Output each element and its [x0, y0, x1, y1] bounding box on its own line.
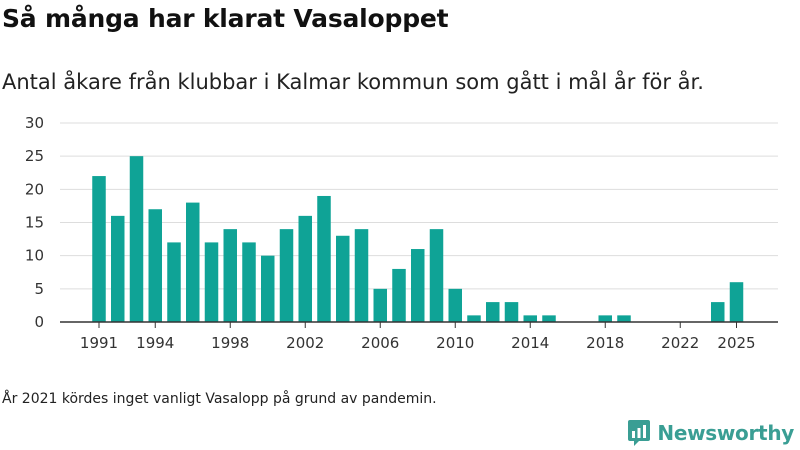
bar-2019 — [617, 315, 631, 322]
x-tick-label: 1994 — [136, 334, 174, 352]
footnote: År 2021 kördes inget vanligt Vasalopp på… — [2, 391, 437, 407]
bar-1991 — [92, 176, 106, 322]
y-tick-label: 0 — [34, 313, 44, 331]
bar-2005 — [354, 229, 369, 322]
brand-name: Newsworthy — [657, 421, 794, 445]
bar-2013 — [504, 302, 519, 322]
bars — [92, 156, 744, 322]
y-tick-label: 30 — [25, 114, 44, 132]
y-tick-label: 20 — [25, 180, 44, 198]
bar-2010 — [448, 288, 462, 322]
bar-2014 — [523, 315, 537, 322]
bar-1997 — [204, 242, 219, 322]
bar-1994 — [148, 209, 162, 322]
bar-1992 — [111, 215, 125, 322]
x-tick-label: 2014 — [511, 334, 549, 352]
bar-2024 — [711, 302, 725, 322]
bar-2015 — [542, 315, 556, 322]
chart-subtitle: Antal åkare från klubbar i Kalmar kommun… — [2, 70, 704, 94]
chart-title: Så många har klarat Vasaloppet — [2, 4, 449, 33]
bar-1999 — [242, 242, 256, 322]
x-tick-label: 1998 — [211, 334, 249, 352]
bar-2011 — [467, 315, 481, 322]
x-axis-ticks: 1991 1994 1998 2002 2006 2010 2014 2018 2022 2025 — [80, 322, 756, 352]
newsworthy-logo-icon — [628, 420, 651, 446]
x-tick-label: 2025 — [717, 334, 755, 352]
bar-2002 — [298, 215, 312, 322]
bar-1993 — [129, 156, 144, 322]
bar-2004 — [336, 235, 350, 322]
bar-2025 — [729, 282, 744, 322]
y-tick-label: 10 — [25, 247, 44, 265]
bar-2000 — [261, 255, 275, 322]
bar-2007 — [392, 268, 406, 322]
brand-logo: Newsworthy — [627, 419, 794, 447]
x-tick-label: 2006 — [361, 334, 399, 352]
bar-2012 — [486, 302, 500, 322]
y-tick-label: 5 — [34, 280, 44, 298]
y-tick-label: 25 — [25, 147, 44, 165]
y-axis-ticks: 0 5 10 15 20 25 30 — [25, 114, 44, 331]
y-tick-label: 15 — [25, 214, 44, 232]
bar-2003 — [317, 195, 331, 322]
bar-2018 — [598, 315, 612, 322]
bar-1998 — [223, 229, 237, 322]
bar-2008 — [411, 249, 425, 322]
x-tick-label: 2018 — [586, 334, 624, 352]
bar-1996 — [186, 202, 200, 322]
bar-1995 — [167, 242, 181, 322]
bar-2001 — [279, 229, 294, 322]
bar-2009 — [429, 229, 444, 322]
x-tick-label: 2010 — [436, 334, 474, 352]
x-tick-label: 1991 — [80, 334, 118, 352]
bar-2006 — [373, 288, 387, 322]
x-tick-label: 2002 — [286, 334, 324, 352]
x-tick-label: 2022 — [661, 334, 699, 352]
